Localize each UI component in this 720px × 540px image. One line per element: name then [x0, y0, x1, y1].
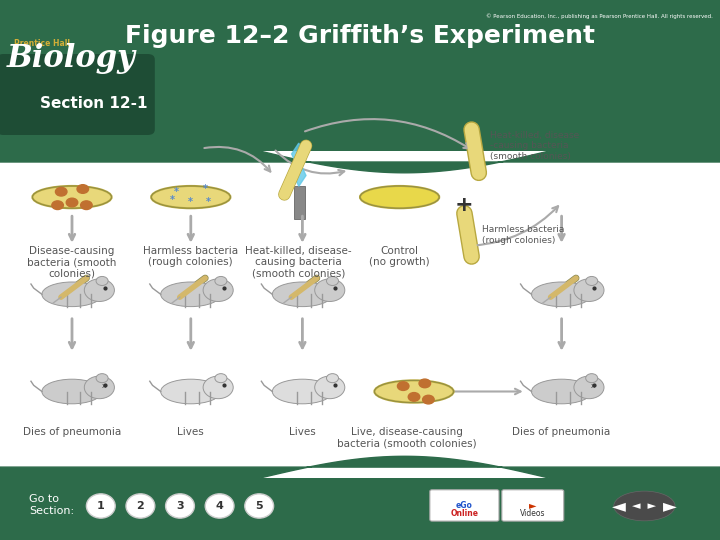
Text: Prentice Hall: Prentice Hall — [14, 39, 71, 48]
Circle shape — [55, 187, 67, 196]
Text: Control
(no growth): Control (no growth) — [369, 246, 430, 267]
Text: 3: 3 — [176, 501, 184, 511]
Ellipse shape — [32, 186, 112, 208]
Ellipse shape — [360, 186, 439, 208]
Circle shape — [397, 382, 409, 390]
Ellipse shape — [161, 379, 221, 404]
Text: Harmless bacteria
(rough colonies): Harmless bacteria (rough colonies) — [143, 246, 238, 267]
Circle shape — [52, 201, 63, 210]
Polygon shape — [0, 130, 720, 173]
FancyBboxPatch shape — [430, 490, 499, 521]
Ellipse shape — [42, 282, 102, 307]
Ellipse shape — [126, 494, 155, 518]
Circle shape — [96, 276, 108, 286]
Text: +: + — [455, 195, 474, 215]
Text: Heat-killed, disease
-causing bacteria
(smooth colonies): Heat-killed, disease -causing bacteria (… — [490, 131, 579, 161]
Text: x: x — [102, 383, 106, 389]
Ellipse shape — [374, 380, 454, 403]
Ellipse shape — [245, 494, 274, 518]
Text: 1: 1 — [97, 501, 104, 511]
Text: *: * — [189, 198, 193, 207]
Text: Figure 12–2 Griffith’s Experiment: Figure 12–2 Griffith’s Experiment — [125, 24, 595, 48]
Ellipse shape — [161, 282, 221, 307]
Polygon shape — [292, 143, 306, 186]
Ellipse shape — [42, 379, 102, 404]
Text: Harmless bacteria
(rough colonies): Harmless bacteria (rough colonies) — [482, 225, 564, 245]
Circle shape — [315, 279, 345, 301]
Text: Online: Online — [451, 509, 478, 517]
Text: Section 12-1: Section 12-1 — [40, 96, 147, 111]
Ellipse shape — [272, 379, 333, 404]
Text: ◄  ►: ◄ ► — [632, 501, 657, 511]
Text: Disease-causing
bacteria (smooth
colonies): Disease-causing bacteria (smooth colonie… — [27, 246, 117, 279]
Text: *: * — [174, 187, 179, 197]
Text: ◄: ◄ — [612, 497, 626, 515]
Text: Go to
Section:: Go to Section: — [29, 494, 74, 516]
FancyBboxPatch shape — [0, 478, 720, 540]
Circle shape — [84, 376, 114, 399]
Text: 2: 2 — [137, 501, 144, 511]
Circle shape — [585, 276, 598, 286]
FancyBboxPatch shape — [0, 54, 155, 135]
Text: x: x — [591, 383, 595, 389]
Circle shape — [423, 395, 434, 404]
Text: 4: 4 — [216, 501, 223, 511]
Text: Biology: Biology — [7, 44, 136, 75]
FancyBboxPatch shape — [7, 146, 713, 470]
Ellipse shape — [151, 186, 230, 208]
Text: Lives: Lives — [289, 427, 316, 437]
Circle shape — [84, 279, 114, 301]
Text: 5: 5 — [256, 501, 263, 511]
Circle shape — [326, 276, 338, 286]
Circle shape — [408, 393, 420, 401]
Text: eGo: eGo — [456, 501, 473, 510]
Circle shape — [203, 279, 233, 301]
Text: Dies of pneumonia: Dies of pneumonia — [513, 427, 611, 437]
Circle shape — [574, 376, 604, 399]
Text: Heat-killed, disease-
causing bacteria
(smooth colonies): Heat-killed, disease- causing bacteria (… — [246, 246, 352, 279]
Circle shape — [66, 198, 78, 207]
Ellipse shape — [86, 494, 115, 518]
Circle shape — [585, 374, 598, 383]
Circle shape — [215, 374, 227, 383]
Ellipse shape — [531, 379, 592, 404]
Circle shape — [81, 201, 92, 210]
Text: Lives: Lives — [177, 427, 204, 437]
Text: *: * — [203, 184, 207, 194]
Ellipse shape — [272, 282, 333, 307]
Text: ►: ► — [662, 497, 677, 515]
Ellipse shape — [613, 491, 675, 521]
Polygon shape — [0, 456, 720, 500]
Circle shape — [77, 185, 89, 193]
Ellipse shape — [205, 494, 234, 518]
Text: Videos: Videos — [520, 509, 546, 517]
FancyBboxPatch shape — [0, 0, 720, 151]
Text: Live, disease-causing
bacteria (smooth colonies): Live, disease-causing bacteria (smooth c… — [337, 427, 477, 448]
Ellipse shape — [166, 494, 194, 518]
Text: © Pearson Education, Inc., publishing as Pearson Prentice Hall. All rights reser: © Pearson Education, Inc., publishing as… — [486, 14, 713, 19]
Circle shape — [326, 374, 338, 383]
Circle shape — [96, 374, 108, 383]
Circle shape — [419, 379, 431, 388]
Text: ►: ► — [529, 501, 536, 510]
Ellipse shape — [531, 282, 592, 307]
Circle shape — [315, 376, 345, 399]
Circle shape — [574, 279, 604, 301]
Circle shape — [215, 276, 227, 286]
Text: *: * — [207, 198, 211, 207]
FancyBboxPatch shape — [294, 186, 305, 219]
Text: Dies of pneumonia: Dies of pneumonia — [23, 427, 121, 437]
Text: *: * — [171, 195, 175, 205]
Circle shape — [203, 376, 233, 399]
Polygon shape — [297, 148, 301, 176]
FancyBboxPatch shape — [502, 490, 564, 521]
